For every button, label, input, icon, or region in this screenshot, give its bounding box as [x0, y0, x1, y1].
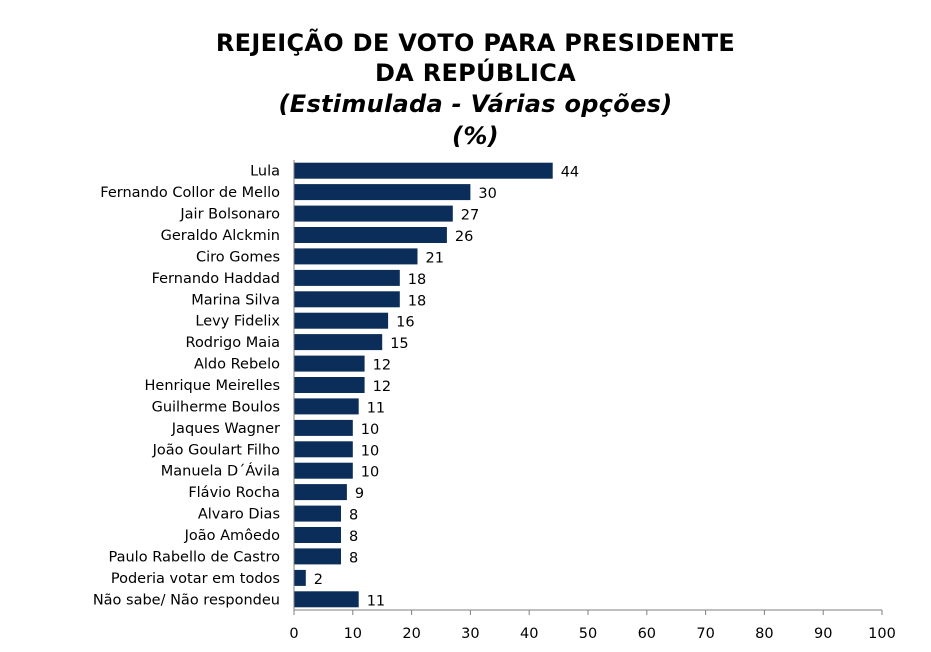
data-label: 12	[373, 358, 391, 374]
data-label: 16	[396, 315, 414, 331]
data-label: 30	[478, 186, 496, 202]
bar	[294, 291, 400, 308]
category-label: Rodrigo Maia	[186, 335, 280, 351]
data-label: 2	[314, 572, 323, 588]
category-label: Não sabe/ Não respondeu	[93, 592, 280, 608]
x-tick-label: 0	[289, 626, 298, 642]
x-tick-label: 20	[402, 626, 420, 642]
bar	[294, 527, 341, 543]
data-label: 10	[361, 465, 379, 481]
category-label: Poderia votar em todos	[111, 571, 280, 587]
bar	[294, 205, 453, 222]
data-label: 11	[367, 593, 385, 609]
category-label: Alvaro Dias	[198, 507, 280, 523]
data-label: 9	[355, 486, 364, 502]
x-tick-label: 70	[696, 626, 714, 642]
bar	[294, 548, 341, 565]
category-label: Jair Bolsonaro	[179, 207, 280, 223]
data-label: 11	[367, 400, 385, 416]
x-tick-label: 100	[868, 626, 896, 642]
category-label: João Amôedo	[184, 528, 281, 544]
category-label: Marina Silva	[191, 292, 280, 308]
bar	[294, 312, 389, 329]
data-label: 8	[349, 529, 358, 545]
category-label: Guilherme Boulos	[152, 399, 280, 415]
bar	[294, 505, 341, 522]
bar	[294, 419, 353, 436]
data-label: 26	[455, 229, 473, 245]
chart-subtitle-line-1: (Estimulada - Várias opções)	[278, 90, 673, 118]
bar	[294, 184, 471, 201]
category-label: João Goulart Filho	[152, 442, 281, 458]
chart-title-line-1: REJEIÇÃO DE VOTO PARA PRESIDENTE	[215, 29, 736, 57]
bar	[294, 591, 359, 608]
bar	[294, 441, 353, 458]
category-label: Ciro Gomes	[196, 249, 280, 265]
category-label: Aldo Rebelo	[194, 357, 280, 373]
data-label: 15	[390, 336, 408, 352]
bar	[294, 162, 553, 179]
data-label: 44	[561, 165, 579, 181]
x-tick-label: 90	[814, 626, 832, 642]
category-label: Levy Fidelix	[195, 314, 280, 330]
chart-title-line-2: DA REPÚBLICA	[374, 59, 577, 87]
category-label: Flávio Rocha	[188, 485, 280, 501]
data-label: 21	[426, 250, 444, 266]
data-label: 10	[361, 443, 379, 459]
bar	[294, 377, 365, 393]
x-tick-label: 30	[461, 626, 479, 642]
x-tick-label: 10	[344, 626, 362, 642]
data-label: 12	[373, 379, 391, 395]
x-tick-label: 40	[520, 626, 538, 642]
data-label: 8	[349, 508, 358, 524]
category-label: Manuela D´Ávila	[161, 463, 280, 480]
data-label: 18	[408, 272, 426, 288]
bar	[294, 462, 353, 479]
bar	[294, 398, 359, 415]
category-label: Henrique Meirelles	[145, 378, 280, 394]
chart-title-block: REJEIÇÃO DE VOTO PARA PRESIDENTE DA REPÚ…	[0, 28, 931, 152]
data-label: 27	[461, 208, 479, 224]
bar	[294, 569, 306, 586]
category-label: Paulo Rabello de Castro	[109, 549, 281, 565]
bar	[294, 248, 418, 265]
category-label: Lula	[250, 164, 280, 180]
bar	[294, 227, 447, 243]
bar	[294, 355, 365, 372]
data-label: 8	[349, 550, 358, 566]
data-label: 18	[408, 293, 426, 309]
x-tick-label: 50	[579, 626, 597, 642]
data-label: 10	[361, 422, 379, 438]
chart-subtitle-line-2: (%)	[452, 122, 499, 150]
category-label: Jaques Wagner	[171, 421, 280, 437]
category-label: Fernando Haddad	[152, 271, 280, 287]
category-label: Geraldo Alckmin	[161, 228, 280, 244]
category-label: Fernando Collor de Mello	[100, 185, 280, 201]
bar	[294, 484, 347, 501]
x-tick-label: 60	[638, 626, 656, 642]
bar	[294, 269, 400, 286]
x-tick-label: 80	[755, 626, 773, 642]
bar	[294, 334, 383, 351]
